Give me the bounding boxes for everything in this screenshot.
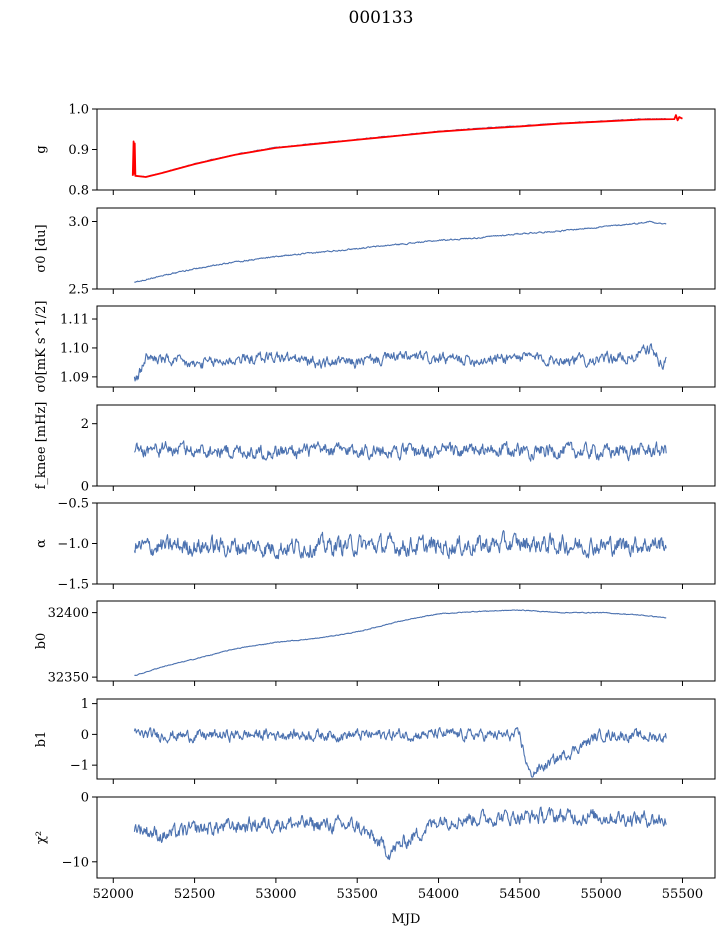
series-line-b0-0 — [134, 609, 667, 677]
y-tick-label-g-1: 0.9 — [68, 143, 89, 158]
x-tick-label-2: 53000 — [255, 887, 296, 902]
x-tick-label-6: 55000 — [580, 887, 621, 902]
x-tick-label-0: 52000 — [93, 887, 134, 902]
y-axis-label-g: g — [34, 145, 49, 153]
panel-b1: −1 0 1 b1 — [34, 697, 716, 784]
y-axis-label-b0: b0 — [34, 633, 49, 650]
x-tick-label-5: 54500 — [499, 887, 540, 902]
y-tick-label-sigma0_du-0: 2.5 — [68, 283, 89, 298]
x-tick-label-4: 54000 — [418, 887, 459, 902]
y-tick-label-chi2-0: −10 — [62, 855, 89, 870]
y-tick-label-alpha-1: −1.0 — [57, 537, 89, 552]
y-tick-label-fknee-0: 0 — [81, 480, 89, 495]
x-tick-label-7: 55500 — [662, 887, 703, 902]
y-axis-label-b1: b1 — [34, 731, 49, 748]
y-tick-label-sigma0_mk-2: 1.11 — [60, 313, 89, 328]
y-tick-label-alpha-0: −1.5 — [57, 578, 89, 593]
y-tick-label-b1-2: 1 — [81, 697, 89, 712]
axes-frame-b1 — [96, 698, 716, 780]
series-line-g-1 — [131, 114, 683, 178]
y-tick-label-b1-1: 0 — [81, 728, 89, 743]
panel-fknee: 0 2 f_knee [mHz] — [34, 402, 716, 495]
panel-sigma0_mk: 1.09 1.10 1.11 σ0[mK s^1/2] — [34, 301, 716, 393]
chart-title: 000133 — [349, 8, 414, 28]
y-tick-label-b0-0: 32350 — [48, 671, 89, 686]
panel-alpha: −1.5 −1.0 −0.5 α — [34, 497, 716, 593]
axes-frame-sigma0_du — [96, 207, 716, 290]
series-line-sigma0_du-0 — [134, 220, 667, 283]
axes-frame-b0 — [96, 600, 716, 682]
panel-chi2: −10 0 52000 52500 53000 53500 54000 54500 55000 5… — [34, 791, 716, 902]
series-line-g-0 — [134, 117, 667, 178]
x-tick-label-1: 52500 — [174, 887, 215, 902]
series-line-b1-0 — [133, 727, 667, 778]
series-line-alpha-0 — [133, 530, 667, 560]
y-axis-label-sigma0_mk: σ0[mK s^1/2] — [34, 301, 49, 393]
panel-g: 0.8 0.9 1.0 g — [34, 103, 716, 199]
y-axis-label-sigma0_du: σ0 [du] — [34, 224, 49, 272]
panels: 0.8 0.9 1.0 g 2.5 3.0 σ0 [du] 1.09 1.10 1.11 σ0[mK… — [34, 103, 716, 902]
axes-frame-chi2 — [96, 796, 716, 879]
panel-sigma0_du: 2.5 3.0 σ0 [du] — [34, 207, 716, 298]
axes-frame-fknee — [96, 404, 716, 487]
x-tick-label-3: 53500 — [337, 887, 378, 902]
y-tick-label-fknee-1: 2 — [81, 417, 89, 432]
y-tick-label-b0-1: 32400 — [48, 606, 89, 621]
y-tick-label-alpha-2: −0.5 — [57, 497, 89, 512]
y-tick-label-b1-0: −1 — [70, 759, 89, 774]
x-axis-label: MJD — [392, 912, 421, 927]
y-tick-label-sigma0_mk-1: 1.10 — [60, 341, 89, 356]
series-line-chi2-0 — [133, 806, 667, 861]
y-axis-label-chi2: χ² — [34, 831, 49, 844]
y-tick-label-sigma0_du-1: 3.0 — [68, 215, 89, 230]
series-line-fknee-0 — [133, 440, 667, 462]
panel-b0: 32350 32400 b0 — [34, 600, 716, 686]
y-tick-label-g-2: 1.0 — [68, 103, 89, 118]
series-line-sigma0_mk-0 — [133, 343, 667, 382]
y-tick-label-sigma0_mk-0: 1.09 — [60, 370, 89, 385]
y-axis-label-alpha: α — [34, 539, 49, 548]
axes-frame-sigma0_mk — [96, 305, 716, 388]
y-axis-label-fknee: f_knee [mHz] — [34, 402, 49, 490]
y-tick-label-chi2-1: 0 — [81, 791, 89, 806]
y-tick-label-g-0: 0.8 — [68, 184, 89, 199]
